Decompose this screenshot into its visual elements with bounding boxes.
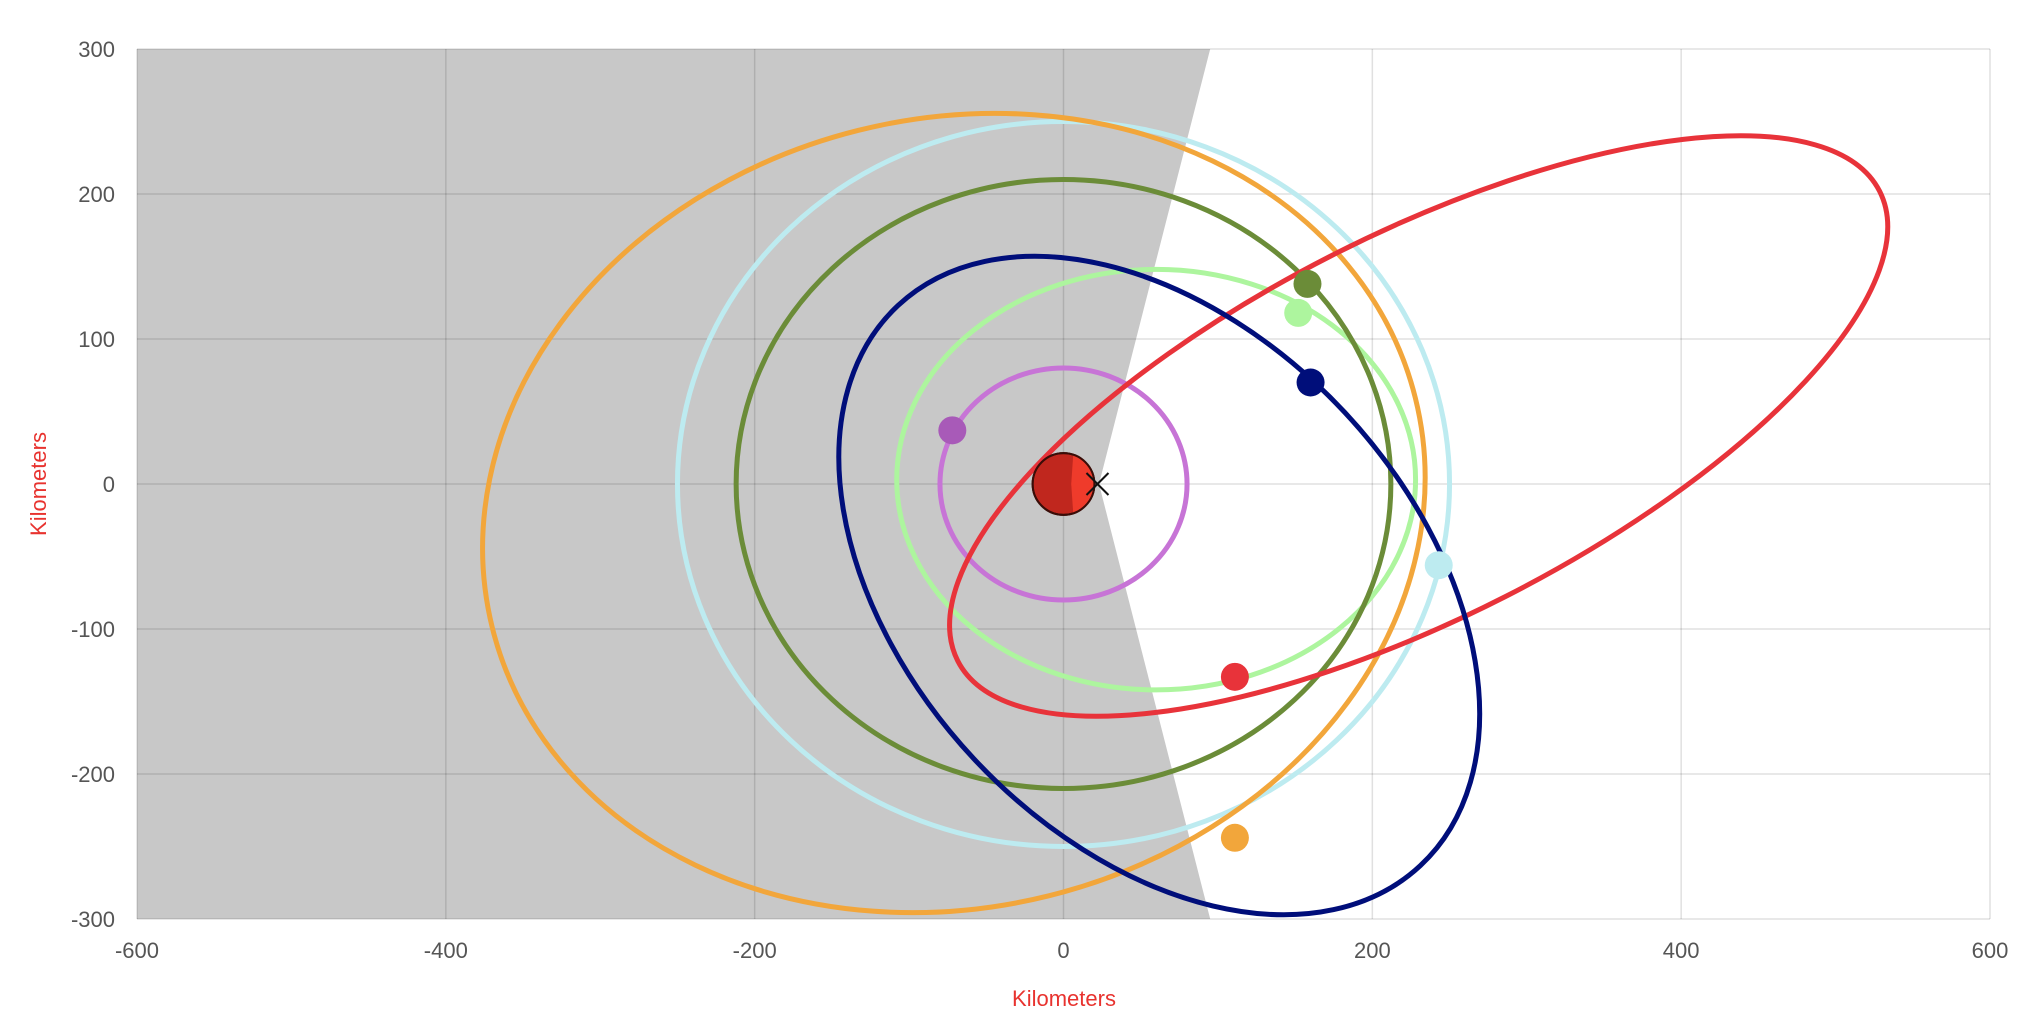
orbit-path-7	[836, 253, 1483, 918]
central-body-lit-side	[1071, 454, 1095, 514]
night-shadow-region	[137, 49, 1211, 919]
x-tick-label: 400	[1663, 938, 1700, 963]
orbit-path-6	[947, 133, 1891, 719]
y-axis-title: Kilometers	[26, 432, 51, 536]
orbit-path-2	[894, 266, 1419, 693]
satellite-point-4	[1424, 551, 1453, 580]
y-tick-label: 200	[78, 182, 115, 207]
x-tick-label: 0	[1057, 938, 1069, 963]
orbit-path-3	[733, 177, 1394, 791]
satellite-point-6	[1220, 662, 1249, 691]
satellite-point-1	[938, 416, 967, 445]
orbit-path-1	[937, 365, 1190, 603]
satellite-point-3	[1293, 269, 1322, 298]
satellite-point-5	[1220, 823, 1249, 852]
central-body-outline	[1031, 452, 1096, 516]
x-tick-label: 200	[1354, 938, 1391, 963]
x-axis-title: Kilometers	[1012, 986, 1116, 1011]
reference-cross-marker-stroke	[1085, 472, 1110, 496]
y-tick-label: -200	[71, 762, 115, 787]
satellite-point-2	[1284, 298, 1313, 327]
orbit-path-5	[480, 110, 1428, 916]
x-tick-label: 600	[1972, 938, 2009, 963]
y-tick-label: 100	[78, 327, 115, 352]
x-tick-label: -400	[424, 938, 468, 963]
y-tick-label: 300	[78, 37, 115, 62]
y-tick-label: 0	[103, 472, 115, 497]
y-tick-label: -300	[71, 907, 115, 932]
x-tick-label: -600	[115, 938, 159, 963]
x-tick-label: -200	[733, 938, 777, 963]
satellite-point-7	[1296, 368, 1325, 397]
y-tick-label: -100	[71, 617, 115, 642]
orbit-path-4	[674, 119, 1453, 849]
